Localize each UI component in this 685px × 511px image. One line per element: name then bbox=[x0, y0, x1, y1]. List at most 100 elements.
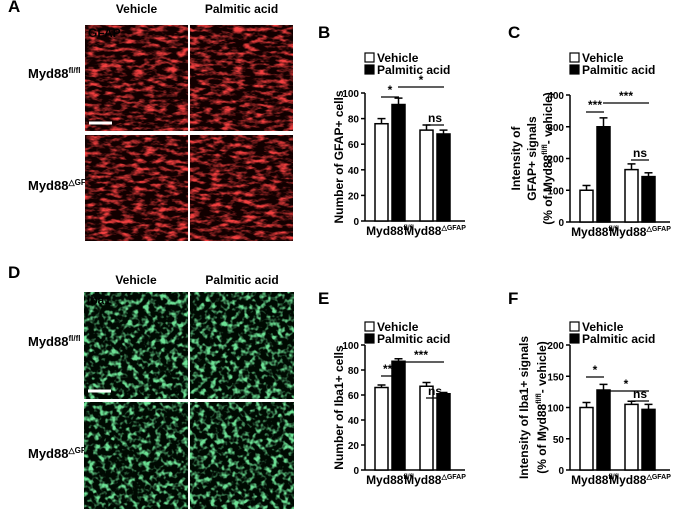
y-tick-label: 40 bbox=[348, 416, 360, 427]
micrograph-signal bbox=[190, 292, 294, 399]
bar bbox=[641, 175, 656, 223]
x-tick-label: Myd88fl/fl bbox=[366, 473, 414, 487]
bar bbox=[374, 386, 389, 471]
bar bbox=[624, 403, 639, 471]
y-tick-label: 0 bbox=[353, 217, 359, 228]
significance-label: ns bbox=[428, 111, 442, 125]
panel-letter: C bbox=[508, 23, 520, 42]
superscript: fl/fl bbox=[608, 474, 619, 481]
y-axis-label: GFAP+ signals bbox=[525, 116, 539, 201]
x-tick-label: Myd88fl/fl bbox=[571, 225, 619, 239]
significance-label: * bbox=[419, 73, 424, 87]
superscript: △GFAP bbox=[440, 225, 466, 232]
x-tick-label: Myd88fl/fl bbox=[366, 224, 414, 238]
x-tick-label: Myd88△GFAP bbox=[609, 225, 671, 239]
column-header: Palmitic acid bbox=[205, 2, 278, 16]
x-tick-label: Myd88fl/fl bbox=[571, 473, 619, 487]
y-axis-label: (% of Myd88fl/fl- vehicle) bbox=[541, 92, 555, 225]
micrograph-signal bbox=[84, 402, 188, 509]
legend-swatch bbox=[364, 333, 375, 344]
superscript: fl/fl bbox=[68, 66, 80, 75]
y-tick-label: 60 bbox=[348, 140, 360, 151]
y-tick-label: 100 bbox=[342, 89, 359, 100]
superscript: fl/fl bbox=[68, 334, 80, 343]
y-tick-label: 400 bbox=[547, 91, 564, 102]
micrograph-signal bbox=[84, 292, 188, 399]
column-header: Palmitic acid bbox=[205, 273, 278, 287]
superscript: fl/fl bbox=[403, 474, 414, 481]
legend-swatch bbox=[569, 64, 580, 75]
panel-letter: F bbox=[508, 289, 518, 308]
superscript: △GFAP bbox=[440, 474, 466, 481]
x-tick-label: Myd88△GFAP bbox=[609, 473, 671, 487]
bar bbox=[579, 189, 594, 223]
superscript: fl/fl bbox=[403, 225, 414, 232]
legend-label: Palmitic acid bbox=[582, 332, 655, 346]
y-tick-label: 100 bbox=[547, 404, 564, 415]
legend-label: Vehicle bbox=[377, 51, 419, 65]
superscript: △GFAP bbox=[67, 446, 97, 455]
stain-label: GFAP bbox=[88, 26, 121, 40]
y-tick-label: 150 bbox=[547, 372, 564, 383]
row-label: Myd88△GFAP bbox=[28, 178, 97, 193]
panel-letter: E bbox=[318, 289, 329, 308]
label-part: Myd88 bbox=[571, 473, 609, 487]
row-label: Myd88fl/fl bbox=[28, 66, 80, 81]
significance-label: * bbox=[593, 363, 598, 377]
legend-label: Palmitic acid bbox=[377, 332, 450, 346]
bar bbox=[624, 168, 639, 223]
legend-swatch bbox=[569, 321, 580, 332]
y-tick-label: 50 bbox=[553, 435, 565, 446]
legend-label: Palmitic acid bbox=[377, 63, 450, 77]
superscript: fl/fl bbox=[536, 393, 543, 404]
significance-label: ns bbox=[633, 146, 647, 160]
y-axis-label: (% of Myd88fl/fl- vehicle) bbox=[535, 341, 549, 474]
bar bbox=[596, 126, 611, 223]
bar bbox=[436, 393, 451, 471]
label-part: - vehicle) bbox=[535, 341, 549, 393]
significance-label: *** bbox=[414, 348, 428, 362]
label-part: Myd88 bbox=[366, 473, 404, 487]
y-tick-label: 0 bbox=[558, 466, 564, 477]
significance-label: ns bbox=[428, 384, 442, 398]
label-part: (% of Myd88 bbox=[535, 403, 549, 473]
legend-swatch bbox=[364, 321, 375, 332]
superscript: fl/fl bbox=[542, 144, 549, 155]
y-axis-label: Intensity of bbox=[509, 126, 523, 191]
bar bbox=[596, 389, 611, 471]
legend-swatch bbox=[364, 52, 375, 63]
bar bbox=[391, 103, 406, 222]
label-part: Myd88 bbox=[28, 334, 68, 349]
panel-letter: A bbox=[8, 0, 20, 16]
y-tick-label: 80 bbox=[348, 366, 360, 377]
y-axis-label: Intensity of Iba1+ signals bbox=[517, 336, 531, 479]
significance-label: * bbox=[624, 377, 629, 391]
label-part: Myd88 bbox=[404, 224, 442, 238]
micrograph-signal bbox=[85, 25, 188, 131]
label-part: (% of Myd88 bbox=[541, 154, 555, 224]
label-part: - vehicle) bbox=[541, 92, 555, 144]
bar bbox=[374, 122, 389, 222]
y-axis-label: Number of GFAP+ cells bbox=[332, 90, 346, 223]
legend-swatch bbox=[364, 64, 375, 75]
legend-label: Vehicle bbox=[582, 320, 624, 334]
micrograph-signal bbox=[85, 135, 188, 241]
label-part: Myd88 bbox=[571, 225, 609, 239]
column-header: Vehicle bbox=[116, 2, 158, 16]
micrograph-signal bbox=[190, 25, 293, 131]
significance-label: *** bbox=[383, 362, 397, 376]
significance-label: ns bbox=[633, 387, 647, 401]
y-tick-label: 300 bbox=[547, 123, 564, 134]
y-tick-label: 20 bbox=[348, 441, 360, 452]
bar bbox=[391, 360, 406, 471]
x-tick-label: Myd88△GFAP bbox=[404, 224, 466, 238]
label-part: Myd88 bbox=[609, 473, 647, 487]
micrograph-signal bbox=[190, 135, 293, 241]
label-part: Myd88 bbox=[404, 473, 442, 487]
bar bbox=[419, 385, 434, 471]
label-part: Myd88 bbox=[28, 178, 68, 193]
label-part: Myd88 bbox=[28, 66, 68, 81]
superscript: △GFAP bbox=[645, 226, 671, 233]
y-tick-label: 200 bbox=[547, 155, 564, 166]
